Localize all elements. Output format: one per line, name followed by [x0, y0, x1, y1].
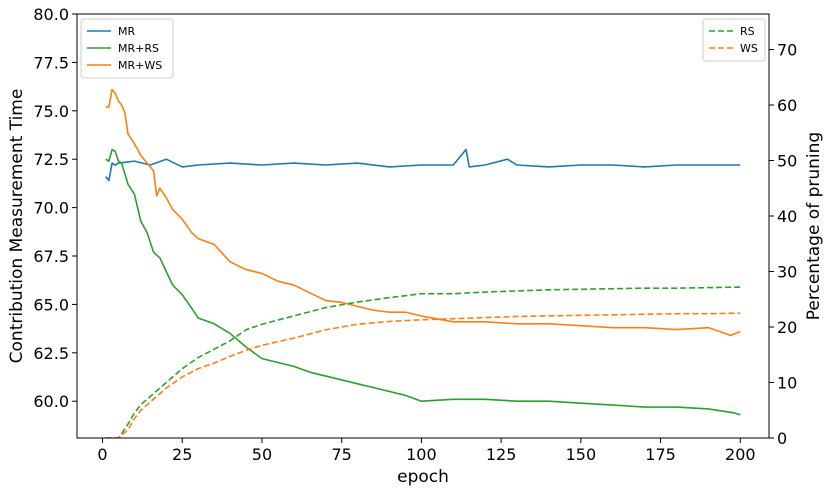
plot-frame — [76, 13, 770, 439]
y-right-tick-label: 60 — [777, 96, 797, 115]
legend-right: RS WS — [702, 18, 766, 62]
x-tick-label: 150 — [566, 445, 597, 464]
legend-label-mr-ws: MR+WS — [118, 59, 162, 72]
y-right-axis-title: Percentage of pruning — [804, 132, 824, 320]
y-left-tick-label: 75.0 — [33, 102, 69, 121]
legend-right-box — [702, 18, 766, 62]
y-left-tick-label: 60.0 — [33, 392, 69, 411]
y-left-tick-label: 70.0 — [33, 199, 69, 218]
y-left-tick-label: 80.0 — [33, 5, 69, 24]
legend-label-mr: MR — [118, 25, 135, 38]
x-tick-label: 25 — [172, 445, 192, 464]
x-tick-label: 0 — [97, 445, 107, 464]
x-tick-label: 125 — [486, 445, 517, 464]
x-tick-label: 75 — [332, 445, 352, 464]
legend-label-ws: WS — [740, 42, 758, 55]
x-tick-label: 100 — [406, 445, 437, 464]
x-tick-label: 50 — [252, 445, 272, 464]
y-right-tick-label: 70 — [777, 41, 797, 60]
y-left-tick-label: 65.0 — [33, 295, 69, 314]
y-left-axis-title: Contribution Measurement Time — [7, 89, 27, 364]
series-line-mr — [105, 148, 741, 182]
series-line-rs — [105, 286, 741, 438]
y-right-tick-label: 50 — [777, 152, 797, 171]
y-right-tick-label: 0 — [777, 429, 787, 448]
series-line-mr-rs — [105, 148, 741, 416]
x-tick-label: 175 — [645, 445, 676, 464]
y-right-tick-label: 10 — [777, 374, 797, 393]
x-tick-label: 200 — [725, 445, 756, 464]
x-axis-title: epoch — [397, 467, 449, 487]
y-left-tick-label: 62.5 — [33, 344, 69, 363]
legend-left: MR MR+RS MR+WS — [80, 18, 174, 79]
legend-label-mr-rs: MR+RS — [118, 42, 159, 55]
y-left-tick-label: 72.5 — [33, 150, 69, 169]
y-right-tick-label: 40 — [777, 207, 797, 226]
series-line-ws — [105, 312, 741, 438]
y-right-tick-label: 20 — [777, 318, 797, 337]
legend-left-box — [80, 18, 174, 79]
legend-label-rs: RS — [740, 25, 755, 38]
series-line-mr-ws — [105, 88, 741, 337]
y-left-tick-label: 67.5 — [33, 247, 69, 266]
y-right-tick-label: 30 — [777, 263, 797, 282]
y-left-tick-label: 77.5 — [33, 53, 69, 72]
series-group — [105, 88, 741, 438]
